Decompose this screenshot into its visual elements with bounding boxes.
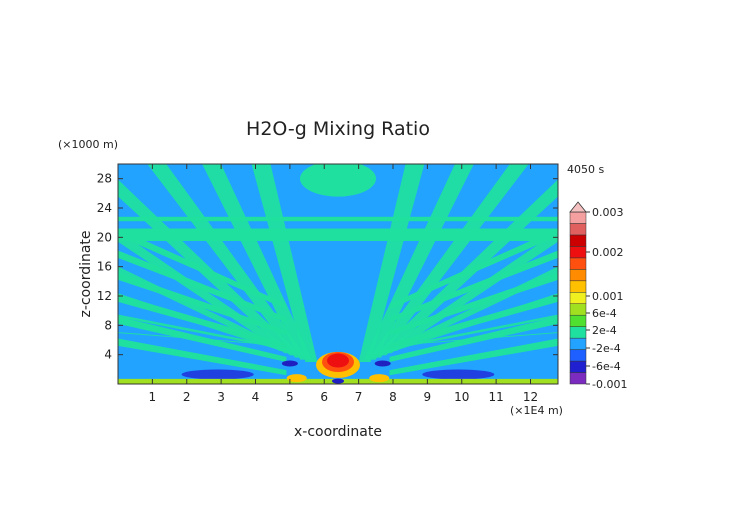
x-tick-label: 9 — [424, 390, 432, 404]
wave-band-positive — [358, 164, 425, 362]
colorbar-segment — [569, 337, 587, 350]
colorbar-segment — [569, 372, 587, 385]
wave-band-positive — [389, 294, 558, 349]
wave-band-positive — [251, 164, 318, 362]
x-tick-label: 1 — [149, 390, 157, 404]
wave-band-positive — [374, 179, 558, 356]
negative-lobe — [181, 369, 254, 380]
wave-band-positive — [389, 338, 558, 376]
wave-band-positive — [202, 164, 313, 360]
wave-band-positive — [118, 216, 558, 222]
colorbar-extend-triangle — [569, 201, 587, 213]
source-side-blob — [286, 374, 307, 383]
x-tick-label: 11 — [488, 390, 503, 404]
negative-lobe — [374, 360, 391, 367]
y-tick-label: 16 — [97, 260, 112, 274]
y-tick-label: 4 — [104, 348, 112, 362]
colorbar-segment — [569, 211, 587, 224]
y-tick-label: 12 — [97, 289, 112, 303]
x-tick-label: 8 — [389, 390, 397, 404]
source-negative-spot — [332, 378, 344, 384]
wave-band-positive — [118, 294, 287, 349]
wave-band-positive — [118, 228, 558, 241]
colorbar-segment — [569, 280, 587, 293]
x-tick-label: 3 — [217, 390, 225, 404]
wave-band-positive — [300, 164, 376, 197]
colorbar-segment — [569, 326, 587, 339]
wave-band-positive — [399, 332, 558, 345]
colorbar-label: 6e-4 — [592, 307, 617, 320]
wave-band-positive — [118, 338, 287, 376]
colorbar-segment — [569, 234, 587, 247]
wave-band-positive — [389, 250, 558, 323]
y-axis-label: z-coordinate — [78, 230, 94, 317]
colorbar-segment — [569, 246, 587, 259]
colorbar-segment — [569, 257, 587, 270]
x-tick-label: 10 — [454, 390, 469, 404]
source-core-inner — [327, 353, 349, 368]
wave-band-positive — [389, 272, 558, 336]
wave-band-positive — [118, 250, 287, 323]
colorbar-label: -2e-4 — [592, 342, 621, 355]
y-tick-label: 24 — [97, 201, 112, 215]
colorbar-label: -6e-4 — [592, 360, 621, 373]
wave-band-positive — [368, 164, 529, 358]
field-contours — [118, 164, 558, 384]
plot-area — [118, 164, 558, 384]
colorbar-segment — [569, 303, 587, 316]
wave-band-positive — [147, 164, 308, 358]
x-tick-label: 7 — [355, 390, 363, 404]
y-tick-label: 8 — [104, 318, 112, 332]
y-tick-label: 28 — [97, 172, 112, 186]
colorbar-label: 0.003 — [592, 206, 624, 219]
x-axis: 1 2 3 4 5 6 7 8 9 10 11 12 — [149, 164, 538, 404]
wave-band-positive — [118, 332, 277, 345]
colorbar-segment — [569, 314, 587, 327]
wave-band-positive — [118, 316, 287, 362]
negative-lobe — [281, 360, 298, 367]
plot-frame — [117, 163, 559, 385]
wave-band-positive — [118, 272, 287, 336]
x-tick-label: 12 — [523, 390, 538, 404]
source-side-blob — [369, 374, 390, 383]
colorbar: 0.003 0.002 0.001 6e-4 2e-4 -2e-4 -6e-4 -0.001 — [569, 201, 627, 391]
wave-band-positive — [118, 179, 302, 356]
wave-band-positive — [118, 314, 282, 347]
x-tick-label: 4 — [252, 390, 260, 404]
wave-band-positive — [118, 228, 287, 310]
colorbar-segment — [569, 349, 587, 362]
colorbar-segment — [569, 292, 587, 304]
wave-band-positive — [389, 316, 558, 362]
colorbar-label: 0.001 — [592, 290, 624, 303]
x-unit-label: (×1E4 m) — [510, 404, 563, 417]
wave-band-positive — [363, 164, 474, 360]
chart-title: H2O-g Mixing Ratio — [246, 118, 430, 140]
x-tick-label: 6 — [320, 390, 328, 404]
wave-band-positive — [118, 230, 297, 354]
negative-lobe — [422, 369, 495, 380]
colorbar-label: 2e-4 — [592, 324, 617, 337]
y-unit-label: (×1000 m) — [58, 138, 118, 151]
wave-band-positive — [384, 266, 558, 351]
colorbar-segment — [569, 269, 587, 282]
y-axis: 4 8 12 16 20 24 28 — [97, 172, 558, 362]
colorbar-segment — [569, 223, 587, 236]
y-tick-label: 20 — [97, 230, 112, 244]
colorbar-segment — [569, 360, 587, 373]
colorbar-label: -0.001 — [592, 378, 627, 391]
x-tick-label: 2 — [183, 390, 191, 404]
wave-band-positive — [389, 228, 558, 310]
colorbar-label: 0.002 — [592, 246, 624, 259]
x-tick-label: 5 — [286, 390, 294, 404]
x-axis-label: x-coordinate — [294, 424, 382, 440]
time-label: 4050 s — [567, 163, 604, 176]
